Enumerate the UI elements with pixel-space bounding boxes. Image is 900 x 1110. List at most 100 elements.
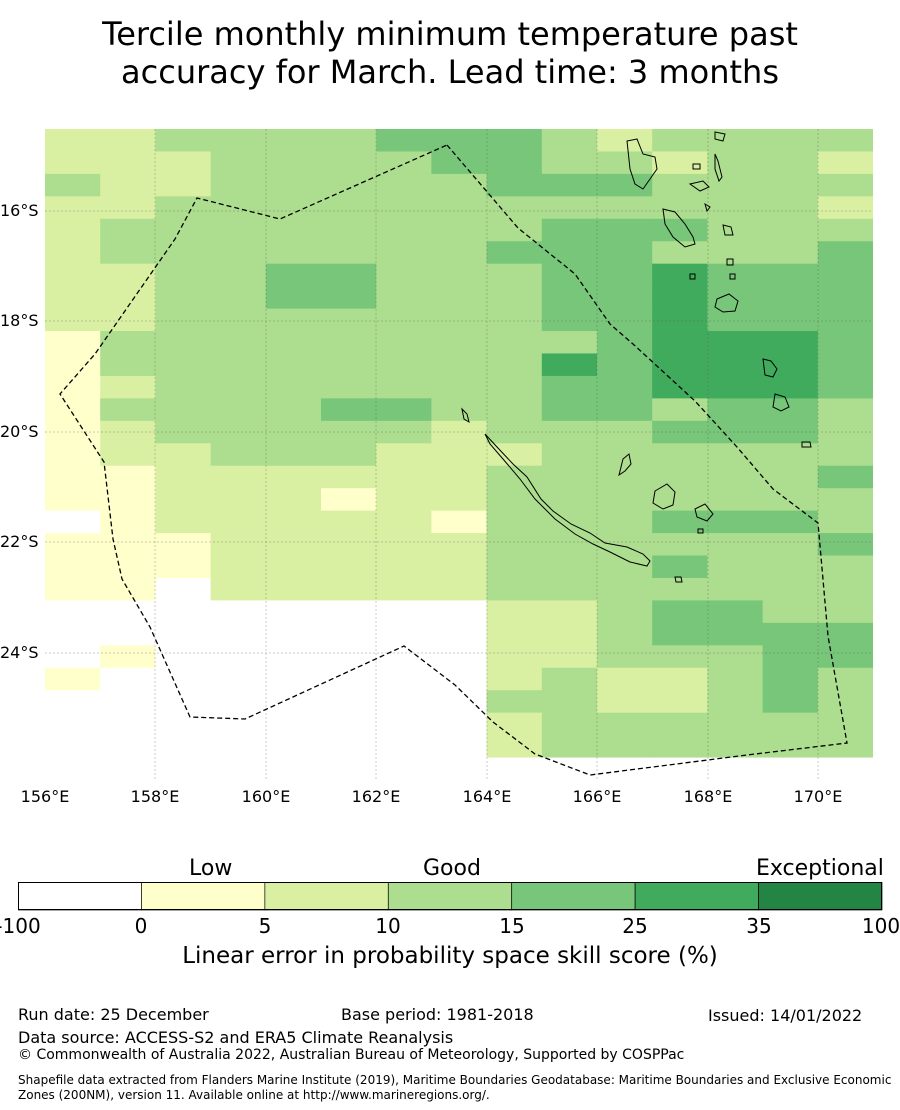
grid-cell bbox=[707, 488, 764, 512]
grid-cell bbox=[45, 510, 101, 534]
grid-cell bbox=[376, 510, 432, 534]
grid-cell bbox=[652, 577, 708, 602]
grid-cell bbox=[431, 555, 488, 579]
grid-cell bbox=[265, 645, 322, 669]
grid-cell bbox=[762, 667, 819, 691]
grid-cell bbox=[652, 488, 708, 512]
lat-label-16s: 16°S bbox=[0, 201, 39, 220]
new-caledonia-mainland bbox=[484, 433, 651, 567]
grid-cell bbox=[321, 443, 377, 467]
grid-cell bbox=[486, 757, 543, 780]
grid-cell bbox=[486, 375, 543, 399]
grid-cell bbox=[45, 353, 101, 377]
grid-cell bbox=[431, 757, 488, 780]
lon-label-162e: 162°E bbox=[351, 787, 401, 806]
grid-cell bbox=[155, 420, 212, 444]
grid-cell bbox=[376, 241, 432, 265]
grid-cell bbox=[100, 398, 156, 422]
grid-cell bbox=[762, 308, 819, 332]
grid-cell bbox=[265, 757, 322, 780]
grid-cell bbox=[652, 218, 708, 242]
grid-cell bbox=[321, 577, 377, 602]
grid-cell bbox=[45, 331, 101, 355]
lat-label-20s: 20°S bbox=[0, 422, 39, 441]
grid-cell bbox=[155, 151, 212, 175]
grid-cell bbox=[431, 263, 488, 287]
grid-cell bbox=[210, 263, 267, 287]
loyalty-islet bbox=[674, 576, 683, 583]
grid-cell bbox=[762, 577, 819, 602]
grid-cell bbox=[210, 173, 267, 197]
grid-cell bbox=[431, 308, 488, 332]
vanuatu-malekula bbox=[662, 208, 696, 248]
grid-cell bbox=[321, 712, 377, 736]
grid-cell bbox=[486, 465, 543, 489]
grid-cell bbox=[210, 645, 267, 669]
lifou-island bbox=[652, 483, 676, 510]
grid-cell bbox=[597, 622, 653, 646]
grid-cell bbox=[486, 151, 543, 175]
grid-cell bbox=[210, 488, 267, 512]
grid-cell bbox=[817, 420, 873, 444]
grid-cell bbox=[652, 420, 708, 444]
grid-cell bbox=[376, 286, 432, 310]
grid-cell bbox=[431, 129, 488, 153]
grid-cell bbox=[155, 129, 212, 153]
grid-cell bbox=[265, 375, 322, 399]
grid-cell bbox=[376, 375, 432, 399]
grid-cell bbox=[597, 465, 653, 489]
grid-cell bbox=[762, 129, 819, 153]
grid-cell bbox=[762, 353, 819, 377]
grid-cell bbox=[210, 308, 267, 332]
grid-cell bbox=[100, 331, 156, 355]
grid-cell bbox=[45, 308, 101, 332]
chart-title-line1: Tercile monthly minimum temperature past bbox=[102, 15, 798, 53]
grid-cell bbox=[376, 196, 432, 220]
grid-cell bbox=[597, 667, 653, 691]
grid-cell bbox=[817, 151, 873, 175]
grid-cell bbox=[817, 690, 873, 714]
grid-cell bbox=[155, 353, 212, 377]
grid-cell bbox=[652, 533, 708, 557]
grid-cell bbox=[762, 712, 819, 736]
grid-cell bbox=[431, 690, 488, 714]
grid-cell bbox=[45, 712, 101, 736]
grid-cell bbox=[376, 622, 432, 646]
grid-cell bbox=[376, 420, 432, 444]
lon-label-158e: 158°E bbox=[130, 787, 180, 806]
grid-cell bbox=[486, 420, 543, 444]
grid-cell bbox=[817, 353, 873, 377]
issued-date: Issued: 14/01/2022 bbox=[708, 1006, 863, 1025]
grid-cell bbox=[100, 129, 156, 153]
grid-cell bbox=[45, 173, 101, 197]
grid-cell bbox=[652, 465, 708, 489]
grid-cell bbox=[210, 331, 267, 355]
grid-cell bbox=[541, 129, 598, 153]
grid-cell bbox=[45, 600, 101, 624]
grid-cell bbox=[707, 443, 764, 467]
grid-cell bbox=[155, 735, 212, 759]
grid-cell bbox=[265, 712, 322, 736]
grid-cell bbox=[541, 218, 598, 242]
grid-cell bbox=[376, 757, 432, 780]
grid-cell bbox=[486, 308, 543, 332]
grid-cell bbox=[762, 757, 819, 780]
grid-cell bbox=[321, 645, 377, 669]
grid-cell bbox=[431, 443, 488, 467]
grid-cell bbox=[652, 151, 708, 175]
grid-cell bbox=[707, 555, 764, 579]
grid-cell bbox=[431, 488, 488, 512]
grid-cell bbox=[597, 443, 653, 467]
grid-cell bbox=[100, 645, 156, 669]
grid-cell bbox=[321, 196, 377, 220]
grid-cell bbox=[597, 555, 653, 579]
grid-cell bbox=[652, 712, 708, 736]
grid-cell bbox=[321, 241, 377, 265]
grid-cell bbox=[486, 577, 543, 602]
grid-cell bbox=[155, 600, 212, 624]
grid-cell bbox=[431, 577, 488, 602]
grid-cell bbox=[100, 757, 156, 780]
grid-cell bbox=[652, 555, 708, 579]
grid-cell bbox=[265, 465, 322, 489]
grid-cell bbox=[265, 690, 322, 714]
